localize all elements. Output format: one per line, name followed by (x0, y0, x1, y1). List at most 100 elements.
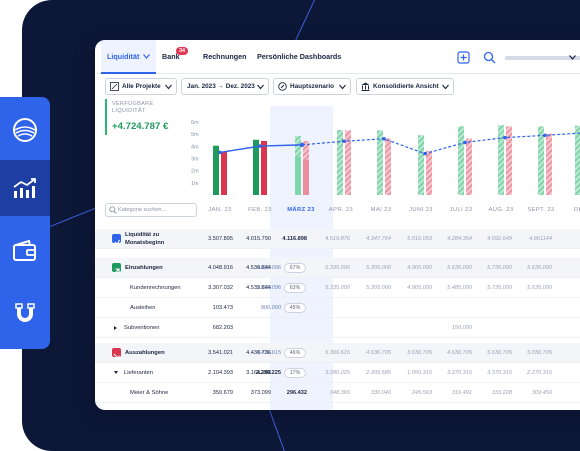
liquidity-point[interactable] (258, 144, 262, 148)
table-cell[interactable]: 5.635.000 (527, 285, 552, 291)
table-cell[interactable]: 4.539.844 (246, 265, 271, 271)
scenario-filter[interactable]: Hauptszenario (273, 78, 351, 95)
red-bar[interactable] (466, 138, 472, 195)
table-cell[interactable]: 316.491 (451, 390, 472, 396)
table-cell[interactable]: 4.015.790 (246, 236, 271, 242)
table-cell[interactable]: 330.040 (370, 390, 391, 396)
table-cell[interactable]: 4.839.096 (256, 265, 281, 271)
table-cell[interactable]: 3.939.096 (256, 285, 281, 291)
green-bar[interactable] (458, 126, 464, 195)
table-cell[interactable]: 103.473 (212, 305, 233, 311)
table-cell[interactable]: 5.635.000 (447, 265, 472, 271)
table-cell[interactable]: 5.305.000 (366, 285, 391, 291)
sidebar-item-liquidity[interactable] (0, 160, 50, 216)
sidebar-item-home[interactable] (0, 102, 50, 158)
expand-caret-icon[interactable] (114, 326, 117, 330)
table-cell[interactable]: 5.036.705 (527, 350, 552, 356)
table-cell[interactable]: 4.636.705 (366, 350, 391, 356)
table-row[interactable]: Auszahlungen 3.541.021 4.438.736 4.436.615 5… (95, 343, 580, 363)
table-cell[interactable]: 4.347.764 (366, 236, 391, 242)
red-bar[interactable] (345, 130, 351, 195)
month-header[interactable]: OKT. (573, 207, 580, 213)
table-cell[interactable]: 3.270.315 (447, 370, 472, 376)
table-row[interactable]: Subventionen 682.203 150.000 (95, 318, 580, 338)
table-cell[interactable]: 3.636.705 (407, 350, 432, 356)
project-filter[interactable]: Alle Projekte (105, 78, 177, 95)
red-bar[interactable] (261, 140, 267, 195)
add-icon[interactable] (457, 51, 470, 64)
search-icon[interactable] (483, 51, 496, 64)
table-cell[interactable]: 4.905.000 (407, 265, 432, 271)
green-bar[interactable] (253, 139, 259, 195)
table-cell[interactable]: 5.016.059 (407, 236, 432, 242)
red-bar[interactable] (385, 138, 391, 195)
table-cell[interactable]: 348.365 (329, 390, 350, 396)
month-header[interactable]: JULI 23 (449, 207, 473, 213)
table-cell[interactable]: 4.048.916 (208, 265, 233, 271)
table-cell[interactable]: 4.116.898 (282, 236, 307, 242)
table-cell[interactable]: 3.507.895 (208, 236, 233, 242)
liquidity-point[interactable] (423, 151, 427, 156)
table-cell[interactable]: 5.735.000 (487, 265, 512, 271)
table-row[interactable]: Lieferanten 2.104.393 3.164.168 2.290.225 3.… (95, 363, 580, 383)
red-bar[interactable] (426, 150, 432, 195)
month-header[interactable]: JUNI 23 (409, 207, 433, 213)
table-cell[interactable]: 5.485.000 (447, 285, 472, 291)
table-cell[interactable]: 245.563 (411, 390, 432, 396)
table-cell[interactable]: 3.541.021 (208, 350, 233, 356)
table-cell[interactable]: 3 (555, 383, 580, 403)
table-cell[interactable]: 5.0 (555, 258, 580, 278)
table-cell[interactable]: 2.309.585 (366, 370, 391, 376)
table-row[interactable]: Kundenrechnungen 3.307.032 4.539.844 3.939.… (95, 278, 580, 298)
table-cell[interactable]: 2. (555, 363, 580, 383)
table-row[interactable]: Einzahlungen 4.048.916 4.539.844 4.839.096 5… (95, 258, 580, 278)
sidebar-item-wallet[interactable] (0, 223, 50, 279)
month-header[interactable]: AUG. 23 (488, 207, 514, 213)
green-bar[interactable] (337, 130, 343, 195)
table-cell[interactable]: 3.280.225 (325, 370, 350, 376)
red-bar[interactable] (303, 140, 309, 195)
month-header[interactable]: JAN. 23 (208, 207, 232, 213)
liquidity-point[interactable] (218, 150, 222, 155)
tab-invoices[interactable]: Rechnungen (203, 40, 247, 74)
profile-menu[interactable] (505, 56, 580, 60)
view-filter[interactable]: Konsolidierte Ansicht (356, 78, 454, 95)
red-bar[interactable] (221, 151, 227, 195)
sidebar-item-magnet[interactable] (0, 285, 50, 341)
table-cell[interactable]: 5. (555, 343, 580, 363)
chevron-down-icon[interactable] (569, 55, 576, 60)
table-cell[interactable]: 4.284.354 (447, 236, 472, 242)
table-cell[interactable]: 5.306.615 (325, 350, 350, 356)
table-row[interactable]: Liquidität zu Monatsbeginn 3.507.895 4.015… (95, 229, 580, 249)
category-search-input[interactable]: Kategorie suchen... (105, 203, 197, 217)
table-cell[interactable]: 4.539.844 (246, 285, 271, 291)
table-cell[interactable]: 350.679 (212, 390, 233, 396)
liquidity-point[interactable] (382, 136, 386, 141)
liquidity-point[interactable] (463, 140, 467, 145)
green-bar[interactable] (575, 125, 580, 195)
table-cell[interactable]: 1.050.315 (407, 370, 432, 376)
table-cell[interactable]: 333.228 (491, 390, 512, 396)
month-header[interactable]: APR. 23 (328, 207, 354, 213)
liquidity-point[interactable] (342, 139, 346, 144)
collapse-caret-icon[interactable] (114, 371, 118, 374)
tab-bank[interactable]: Bank (162, 40, 180, 74)
table-cell[interactable]: 4.636.705 (447, 350, 472, 356)
table-cell[interactable]: 2.290.225 (256, 370, 281, 376)
green-bar[interactable] (377, 130, 383, 195)
table-cell[interactable]: 5.335.000 (325, 265, 350, 271)
green-bar[interactable] (538, 126, 544, 195)
table-cell[interactable]: 5. (555, 278, 580, 298)
table-cell[interactable]: 5.305.000 (366, 265, 391, 271)
table-cell[interactable]: 4.905.000 (407, 285, 432, 291)
table-row[interactable]: Ausleihen 103.473 900.000 45% (95, 298, 580, 318)
tab-liquidity[interactable]: Liquidität (101, 40, 157, 74)
table-cell[interactable]: 296.432 (286, 390, 307, 396)
green-bar[interactable] (418, 135, 424, 195)
table-cell[interactable]: 900.000 (260, 305, 281, 311)
table-cell[interactable]: 4.692.649 (487, 236, 512, 242)
table-cell[interactable]: 3.164.168 (246, 370, 271, 376)
table-cell[interactable]: 309.450 (531, 390, 552, 396)
table-cell[interactable]: 2.270.315 (527, 370, 552, 376)
table-cell[interactable]: 4.436.615 (256, 350, 281, 356)
